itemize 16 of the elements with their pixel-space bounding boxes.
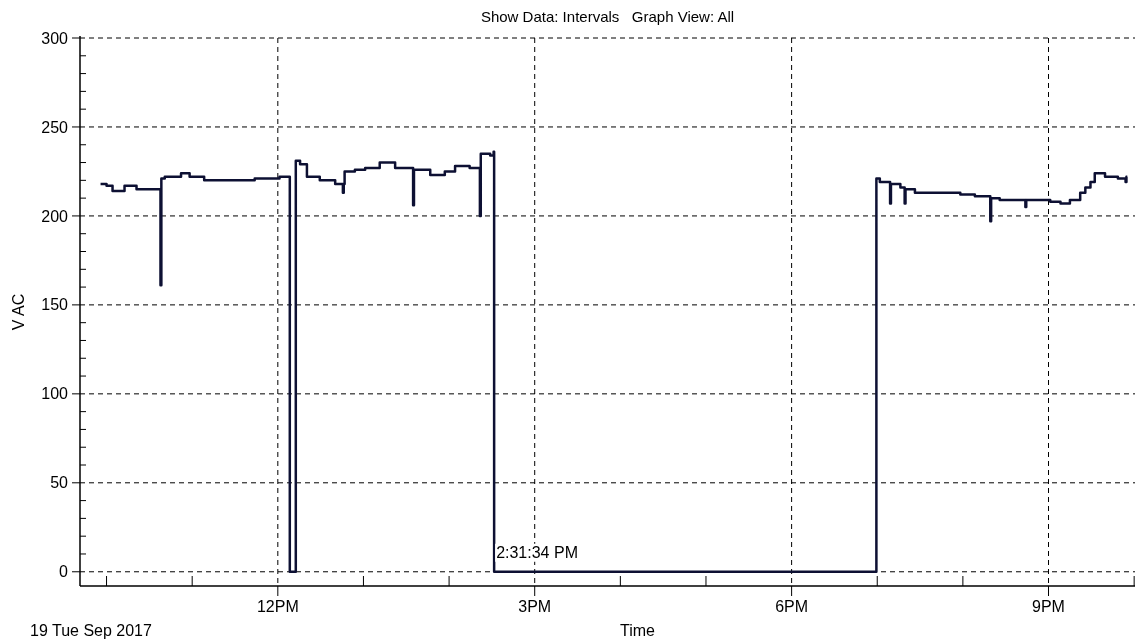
chart-title: Show Data: Intervals Graph View: All	[480, 8, 735, 25]
text: 19 Tue Sep 2017	[30, 622, 152, 639]
x-tick-label: 12PM	[256, 598, 299, 615]
y-tick-label: 200	[41, 207, 69, 225]
annotation: 2:31:34 PM	[496, 543, 578, 561]
y-tick-label: 150	[41, 296, 69, 314]
y-tick-label: 300	[41, 29, 69, 47]
y-tick-label: 0	[59, 563, 69, 581]
y-axis-title: V AC	[10, 293, 27, 331]
y-tick-label: 100	[41, 385, 69, 403]
y-tick-label: 250	[41, 118, 69, 136]
x-axis-title: Time	[620, 622, 656, 639]
x-tick-label: 9PM	[1032, 598, 1065, 615]
x-tick-label: 3PM	[518, 598, 552, 615]
y-tick-label: 50	[50, 474, 69, 492]
x-tick-label: 6PM	[775, 598, 809, 615]
